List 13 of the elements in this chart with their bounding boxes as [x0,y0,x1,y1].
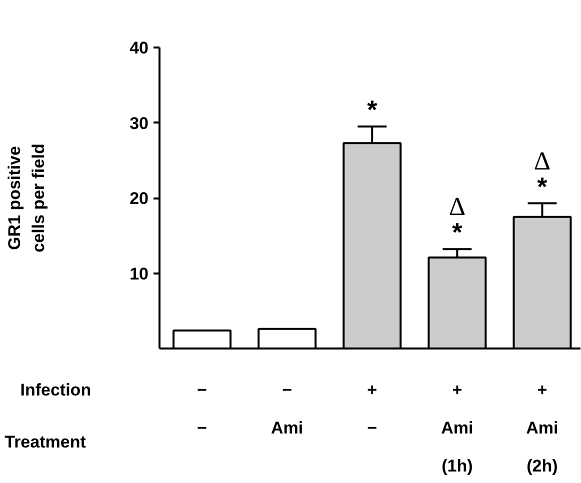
text: Treatment [4,432,86,452]
x-tick-label: + Ami (2h) [526,380,558,476]
x-tick-label: + Ami (1h) [441,380,474,476]
y-tick-label: 20 [130,189,149,208]
y-tick-label: 30 [130,114,149,133]
y-tick-label: 10 [130,264,149,284]
text: Infection [20,380,92,400]
x-tick-label: + − [367,380,378,438]
y-tick-label: 40 [130,38,149,58]
annotation: * [367,94,378,125]
x-tick-label: − − [197,380,208,438]
y-axis-title: GR1 positive cells per field [5,144,48,252]
x-tick-label: − Ami [271,380,304,438]
